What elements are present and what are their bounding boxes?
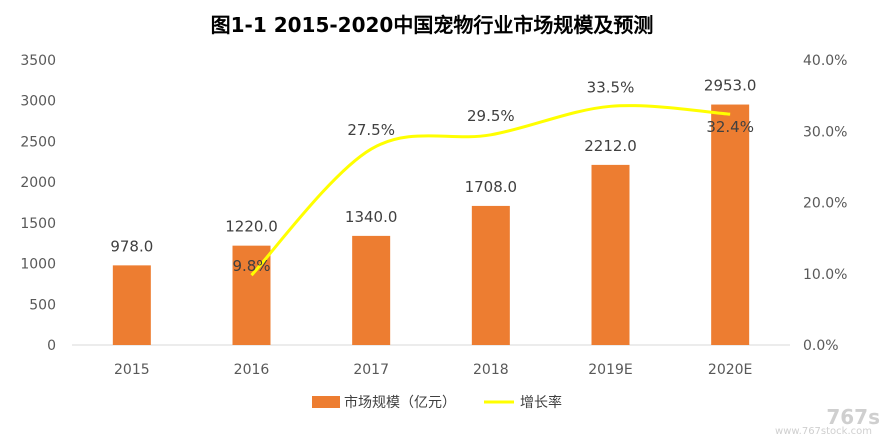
x-axis: 2015 2016 2017 2018 2019E 2020E	[72, 344, 790, 378]
x-tick-label: 2015	[114, 362, 150, 378]
growth-rate-line	[250, 104, 731, 277]
bar	[591, 164, 630, 345]
line-series	[250, 104, 731, 277]
bar-value-label: 978.0	[110, 237, 153, 255]
bar	[711, 104, 750, 345]
line-data-labels: 9.8% 27.5% 29.5% 33.5% 32.4%	[232, 78, 754, 275]
right-axis-ticks: 0.0% 10.0% 20.0% 30.0% 40.0%	[803, 53, 847, 354]
y-left-tick-label: 3500	[20, 53, 56, 69]
bar-value-label: 1340.0	[345, 208, 398, 226]
left-axis-ticks: 0 500 1000 1500 2000 2500 3000 3500	[20, 53, 56, 354]
x-tick-label: 2020E	[708, 362, 752, 378]
y-left-tick-label: 3000	[20, 94, 56, 110]
legend: 市场规模（亿元） 增长率	[312, 394, 562, 411]
y-left-tick-label: 2000	[20, 175, 56, 191]
line-value-label: 29.5%	[467, 107, 515, 125]
y-left-tick-label: 1000	[20, 257, 56, 273]
bar-data-labels: 978.0 1220.0 1340.0 1708.0 2212.0 2953.0	[110, 77, 756, 256]
chart-title: 图1-1 2015-2020中国宠物行业市场规模及预测	[211, 13, 654, 37]
bar-value-label: 2212.0	[584, 137, 637, 155]
watermark-logo: 767s	[826, 405, 880, 429]
x-tick-label: 2019E	[588, 362, 632, 378]
line-value-label: 27.5%	[347, 121, 395, 139]
line-value-label: 9.8%	[232, 257, 270, 275]
watermark-url: www.767stock.com	[775, 426, 872, 437]
y-right-tick-label: 30.0%	[803, 124, 847, 140]
y-right-tick-label: 0.0%	[803, 338, 839, 354]
legend-label-bar: 市场规模（亿元）	[344, 394, 456, 411]
line-value-label: 32.4%	[706, 118, 754, 136]
line-value-label: 33.5%	[587, 78, 635, 96]
bar-value-label: 1708.0	[465, 178, 518, 196]
y-right-tick-label: 20.0%	[803, 196, 847, 212]
bar	[112, 265, 151, 345]
y-left-tick-label: 500	[29, 297, 56, 313]
y-right-tick-label: 10.0%	[803, 267, 847, 283]
x-tick-label: 2016	[234, 362, 270, 378]
y-right-tick-label: 40.0%	[803, 53, 847, 69]
bar-series	[112, 104, 750, 345]
y-left-tick-label: 1500	[20, 216, 56, 232]
legend-label-line: 增长率	[520, 394, 562, 411]
bar	[352, 235, 391, 345]
legend-swatch-bar	[312, 396, 340, 408]
x-tick-label: 2018	[473, 362, 509, 378]
bar-value-label: 2953.0	[704, 77, 757, 95]
x-tick-label: 2017	[353, 362, 389, 378]
y-left-tick-label: 0	[47, 338, 56, 354]
y-left-tick-label: 2500	[20, 134, 56, 150]
bar	[471, 205, 510, 345]
watermark: 767s www.767stock.com	[775, 405, 880, 437]
bar-value-label: 1220.0	[225, 218, 278, 236]
